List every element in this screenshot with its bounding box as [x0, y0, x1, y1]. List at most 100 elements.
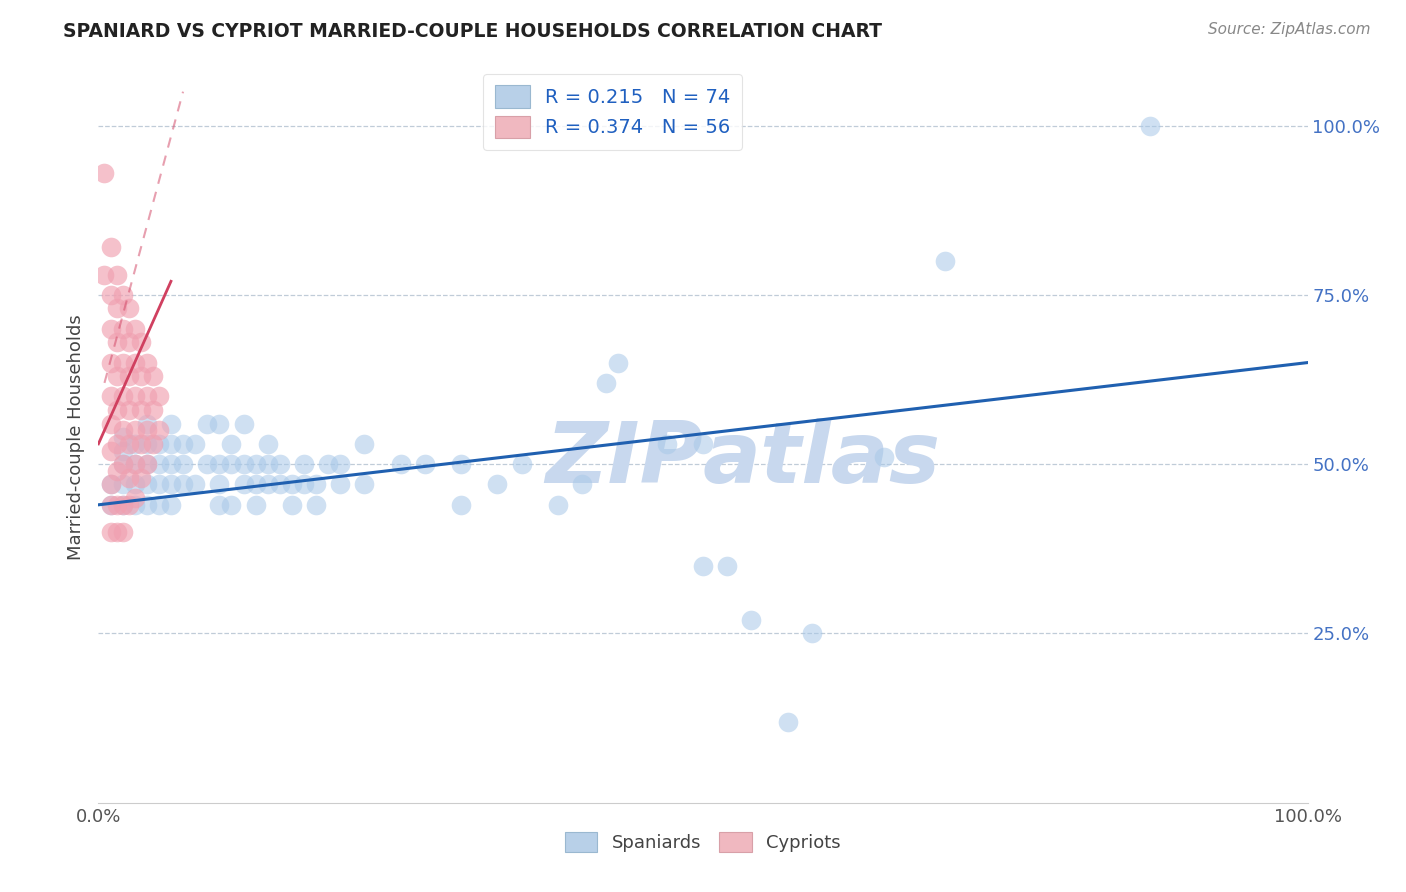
Point	[221, 457, 243, 471]
Point	[100, 288, 122, 302]
Point	[692, 558, 714, 573]
Text: atlas: atlas	[703, 417, 941, 500]
Point	[245, 457, 267, 471]
Y-axis label: Married-couple Households: Married-couple Households	[66, 314, 84, 560]
Point	[129, 403, 152, 417]
Point	[160, 437, 183, 451]
Point	[135, 457, 157, 471]
Point	[595, 376, 617, 390]
Point	[245, 498, 267, 512]
Point	[184, 437, 207, 451]
Point	[142, 403, 165, 417]
Text: ZIP: ZIP	[546, 417, 703, 500]
Point	[124, 477, 146, 491]
Point	[607, 355, 630, 369]
Point	[208, 498, 231, 512]
Point	[105, 403, 128, 417]
Point	[111, 430, 134, 444]
Point	[450, 498, 472, 512]
Point	[148, 498, 170, 512]
Point	[329, 477, 352, 491]
Point	[256, 457, 278, 471]
Point	[135, 498, 157, 512]
Point	[776, 714, 799, 729]
Point	[124, 437, 146, 451]
Point	[184, 477, 207, 491]
Point	[118, 369, 141, 384]
Point	[450, 457, 472, 471]
Point	[1139, 119, 1161, 133]
Point	[269, 477, 291, 491]
Point	[124, 457, 146, 471]
Point	[292, 477, 315, 491]
Point	[232, 417, 254, 431]
Point	[232, 477, 254, 491]
Point	[172, 477, 194, 491]
Point	[142, 369, 165, 384]
Point	[111, 423, 134, 437]
Point	[124, 389, 146, 403]
Point	[934, 254, 956, 268]
Point	[129, 437, 152, 451]
Point	[148, 477, 170, 491]
Point	[111, 457, 134, 471]
Point	[172, 457, 194, 471]
Point	[160, 417, 183, 431]
Point	[124, 322, 146, 336]
Point	[221, 498, 243, 512]
Point	[129, 335, 152, 350]
Point	[413, 457, 436, 471]
Point	[111, 389, 134, 403]
Point	[118, 498, 141, 512]
Point	[135, 389, 157, 403]
Point	[148, 437, 170, 451]
Point	[111, 477, 134, 491]
Point	[740, 613, 762, 627]
Point	[124, 457, 146, 471]
Point	[118, 335, 141, 350]
Point	[800, 626, 823, 640]
Text: Source: ZipAtlas.com: Source: ZipAtlas.com	[1208, 22, 1371, 37]
Point	[118, 403, 141, 417]
Point	[873, 450, 896, 465]
Point	[256, 477, 278, 491]
Point	[232, 457, 254, 471]
Point	[105, 437, 128, 451]
Point	[160, 498, 183, 512]
Point	[105, 464, 128, 478]
Point	[100, 477, 122, 491]
Point	[160, 477, 183, 491]
Point	[160, 457, 183, 471]
Point	[118, 437, 141, 451]
Point	[269, 457, 291, 471]
Point	[135, 477, 157, 491]
Legend: Spaniards, Cypriots: Spaniards, Cypriots	[558, 824, 848, 860]
Point	[100, 355, 122, 369]
Point	[111, 355, 134, 369]
Point	[195, 417, 218, 431]
Point	[208, 417, 231, 431]
Point	[100, 322, 122, 336]
Point	[124, 423, 146, 437]
Point	[105, 524, 128, 539]
Point	[129, 471, 152, 485]
Point	[111, 524, 134, 539]
Point	[129, 369, 152, 384]
Point	[105, 268, 128, 282]
Point	[148, 423, 170, 437]
Point	[353, 477, 375, 491]
Point	[316, 457, 339, 471]
Point	[100, 443, 122, 458]
Point	[105, 335, 128, 350]
Point	[142, 437, 165, 451]
Point	[100, 389, 122, 403]
Point	[292, 457, 315, 471]
Point	[208, 477, 231, 491]
Point	[105, 498, 128, 512]
Point	[208, 457, 231, 471]
Point	[135, 417, 157, 431]
Point	[100, 524, 122, 539]
Point	[148, 389, 170, 403]
Point	[510, 457, 533, 471]
Point	[93, 166, 115, 180]
